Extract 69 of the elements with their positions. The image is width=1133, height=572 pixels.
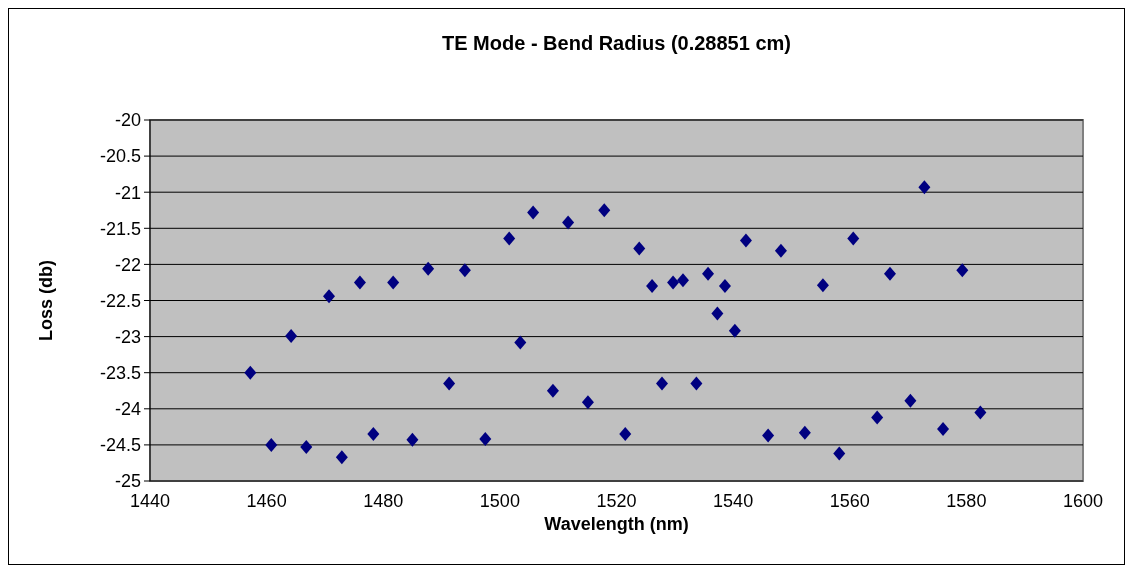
point xyxy=(285,328,298,343)
x-tick-label: 1580 xyxy=(946,491,987,512)
point xyxy=(655,376,668,391)
x-tick-label: 1600 xyxy=(1062,491,1104,512)
y-tick-label: -22.5 xyxy=(99,290,141,311)
point xyxy=(443,376,456,391)
point xyxy=(265,437,278,452)
x-tick-label: 1520 xyxy=(596,491,637,512)
point xyxy=(406,432,419,447)
point xyxy=(937,422,950,437)
point xyxy=(646,279,659,294)
point xyxy=(871,410,884,425)
y-tick-label: -21.5 xyxy=(99,218,141,239)
y-tick-label: -22 xyxy=(114,254,141,275)
point xyxy=(798,425,811,440)
y-tick-label: -23.5 xyxy=(99,363,141,383)
x-tick-label: 1500 xyxy=(479,491,520,512)
point xyxy=(422,261,435,276)
point xyxy=(956,263,969,278)
point xyxy=(728,323,741,338)
point xyxy=(774,243,787,258)
chart-title: TE Mode - Bend Radius (0.28851 cm) xyxy=(442,32,791,54)
point xyxy=(581,395,594,410)
point xyxy=(904,393,917,408)
point xyxy=(918,180,931,195)
point xyxy=(690,376,703,391)
point xyxy=(387,275,400,290)
point xyxy=(244,365,257,380)
point xyxy=(676,273,689,288)
x-tick-label: 1440 xyxy=(129,491,171,512)
point xyxy=(503,231,516,246)
point xyxy=(479,432,492,447)
point xyxy=(367,427,380,442)
y-axis-title: Loss (db) xyxy=(36,260,56,341)
point xyxy=(300,440,313,455)
y-tick-label: -24.5 xyxy=(99,435,141,456)
point xyxy=(739,233,752,248)
point xyxy=(762,428,775,443)
y-tick-label: -24 xyxy=(114,399,141,420)
point xyxy=(974,405,987,420)
x-tick-label: 1560 xyxy=(829,491,870,512)
point xyxy=(847,231,860,246)
point xyxy=(335,450,348,465)
point xyxy=(353,275,366,290)
point xyxy=(562,215,575,230)
point xyxy=(833,446,846,461)
point xyxy=(718,279,731,294)
point xyxy=(458,263,471,278)
y-tick-label: -25 xyxy=(114,471,141,492)
point xyxy=(527,205,540,220)
x-tick-label: 1540 xyxy=(713,491,754,512)
x-tick-label: 1460 xyxy=(246,491,287,512)
point xyxy=(598,203,611,218)
x-tick-label: 1480 xyxy=(363,491,404,512)
y-tick-label: -23 xyxy=(114,326,141,347)
point xyxy=(702,266,715,281)
y-tick-label: -20 xyxy=(114,110,141,131)
point xyxy=(514,335,527,350)
point xyxy=(323,289,336,304)
point xyxy=(619,427,632,442)
x-axis-title: Wavelength (nm) xyxy=(544,514,689,534)
point xyxy=(633,241,646,256)
point xyxy=(711,306,724,321)
point xyxy=(816,278,829,293)
y-tick-label: -20.5 xyxy=(99,146,141,167)
point xyxy=(546,383,559,398)
point xyxy=(883,266,896,281)
y-tick-label: -21 xyxy=(114,182,141,203)
point xyxy=(667,275,680,290)
